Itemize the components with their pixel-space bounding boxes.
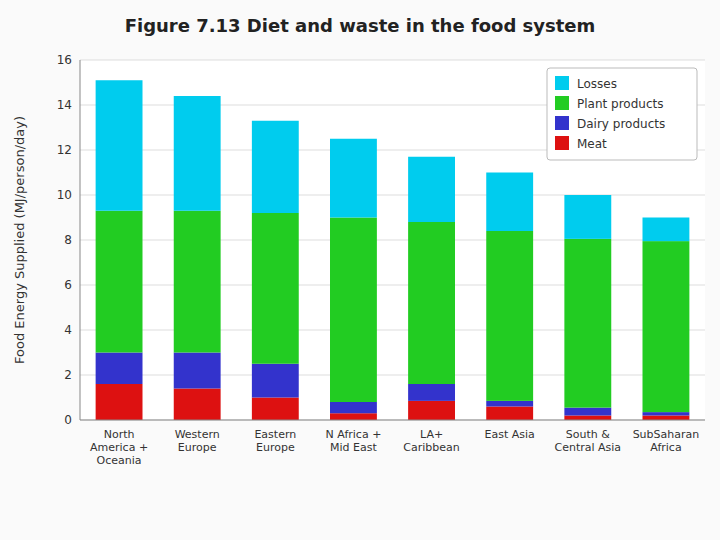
x-tick-label: EasternEurope (254, 428, 296, 454)
bar-segment (486, 231, 533, 401)
x-tick-label: WesternEurope (175, 428, 220, 454)
bar-segment (252, 364, 299, 398)
x-tick-label-line: LA+ (420, 428, 443, 441)
y-axis-label: Food Energy Supplied (MJ/person/day) (12, 116, 27, 364)
bar-segment (252, 213, 299, 364)
y-tick-label: 6 (64, 278, 72, 292)
bar-segment (486, 401, 533, 407)
y-tick-label: 0 (64, 413, 72, 427)
x-tick-label: SubSaharanAfrica (633, 428, 700, 454)
y-tick-label: 8 (64, 233, 72, 247)
plot-background (80, 60, 705, 420)
bar-segment (564, 416, 611, 421)
bar-segment (408, 401, 455, 420)
y-tick-label: 10 (57, 188, 72, 202)
x-tick-label: NorthAmerica +Oceania (90, 428, 148, 467)
bar-segment (252, 398, 299, 421)
bar-segment (643, 416, 690, 421)
grid-line (80, 420, 705, 421)
x-tick-label-line: Africa (650, 441, 681, 454)
bar-segment (96, 80, 143, 211)
bar-segment (330, 139, 377, 218)
y-tick-label: 4 (64, 323, 72, 337)
bar-segment (330, 402, 377, 413)
x-tick-label-line: Eastern (254, 428, 296, 441)
bar-segment (174, 389, 221, 421)
bar-segment (564, 195, 611, 239)
bar-segment (486, 407, 533, 421)
x-tick-label-line: Western (175, 428, 220, 441)
legend-swatch (555, 96, 569, 110)
bar-segment (643, 218, 690, 242)
bar-segment (643, 241, 690, 412)
bar-segment (174, 96, 221, 211)
bar-segment (564, 239, 611, 408)
y-tick-label: 16 (57, 53, 72, 67)
y-tick-label: 12 (57, 143, 72, 157)
legend-label: Plant products (577, 97, 663, 111)
legend-label: Dairy products (577, 117, 665, 131)
x-tick-label: LA+Caribbean (403, 428, 459, 454)
x-tick-label-line: Oceania (97, 454, 142, 467)
bar-segment (174, 353, 221, 389)
x-tick-label: East Asia (485, 428, 535, 441)
x-tick-label-line: Caribbean (403, 441, 459, 454)
x-axis-line (80, 420, 705, 421)
bar-segment (330, 413, 377, 420)
grid-line (80, 60, 705, 61)
bar-segment (330, 218, 377, 403)
x-tick-label-line: Europe (178, 441, 217, 454)
bar-segment (96, 211, 143, 353)
x-tick-label: N Africa +Mid East (326, 428, 382, 454)
x-tick-label-line: America + (90, 441, 148, 454)
legend: Losses Plant products Dairy products Meat (547, 68, 697, 160)
x-tick-label-line: East Asia (485, 428, 535, 441)
y-tick-label: 14 (57, 98, 72, 112)
chart: 0 2 4 6 8 10 12 14 16 NorthAmerica +Oceania Wester… (0, 0, 720, 540)
bar-segment (408, 384, 455, 401)
bar-segment (174, 211, 221, 353)
legend-swatch (555, 116, 569, 130)
legend-label: Meat (577, 137, 607, 151)
x-tick-label: South &Central Asia (555, 428, 622, 454)
bar-segment (564, 408, 611, 416)
bar-segment (96, 384, 143, 420)
title: Figure 7.13 Diet and waste in the food s… (125, 15, 596, 36)
x-tick-label-line: North (104, 428, 135, 441)
legend-box (547, 68, 697, 160)
y-axis-line (80, 60, 81, 420)
bar-segment (486, 173, 533, 232)
x-tick-label-line: Europe (256, 441, 295, 454)
x-tick-label-line: South & (566, 428, 610, 441)
x-tick-label-line: Central Asia (555, 441, 622, 454)
legend-label: Losses (577, 77, 617, 91)
legend-swatch (555, 76, 569, 90)
x-tick-label-line: N Africa + (326, 428, 382, 441)
bar-segment (643, 412, 690, 415)
bar-segment (252, 121, 299, 213)
x-tick-label-line: SubSaharan (633, 428, 700, 441)
bar-segment (408, 222, 455, 384)
bar-segment (96, 353, 143, 385)
bar-segment (408, 157, 455, 222)
x-tick-label-line: Mid East (330, 441, 377, 454)
legend-swatch (555, 136, 569, 150)
y-tick-label: 2 (64, 368, 72, 382)
